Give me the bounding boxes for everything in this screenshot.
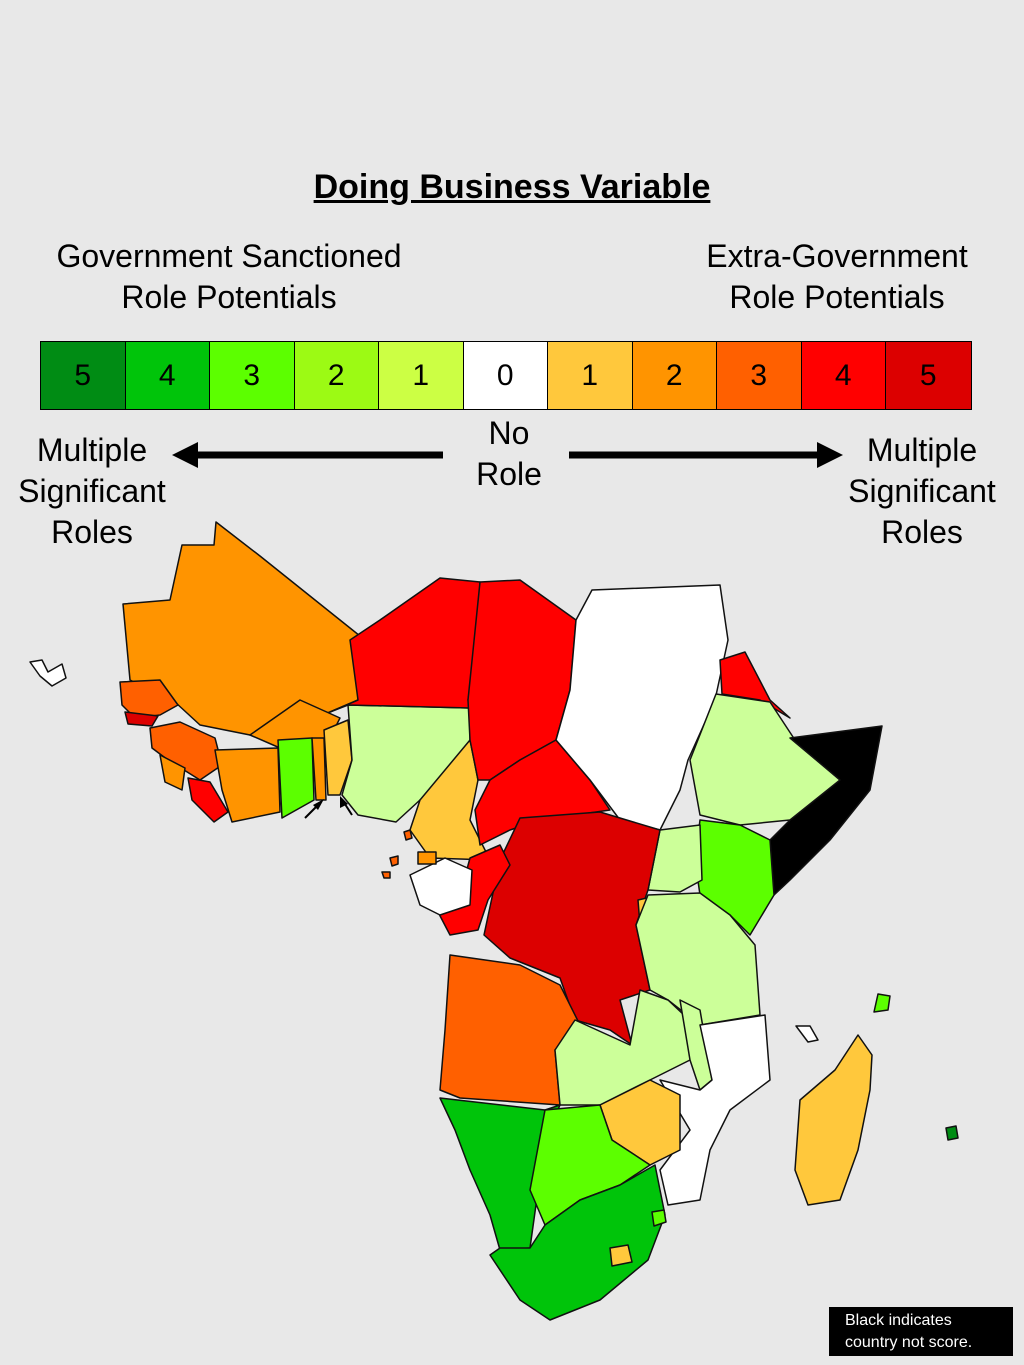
end-label-line: Significant <box>18 473 166 509</box>
region-cape-verde <box>29 659 67 687</box>
scale-cell: 3 <box>717 342 802 409</box>
end-label-line: Multiple <box>866 432 978 468</box>
right-arrow-icon <box>569 442 843 468</box>
region-island-1 <box>403 829 413 841</box>
scale-cell: 3 <box>210 342 295 409</box>
region-ghana <box>277 737 315 819</box>
region-togo <box>311 737 327 801</box>
scale-cell: 4 <box>125 342 210 409</box>
pointer-arrow-icon <box>340 796 353 816</box>
region-guinea <box>149 721 223 781</box>
heading-line: Extra-Government <box>706 238 968 274</box>
note-line: Black indicates <box>845 1312 952 1329</box>
heading-line: Role Potentials <box>729 279 945 315</box>
map-title: Doing Business Variable <box>313 168 711 206</box>
government-sanctioned-heading: Government Sanctioned Role Potentials <box>19 236 439 318</box>
end-label-line: Significant <box>848 473 996 509</box>
region-mauritius <box>945 1125 959 1141</box>
region-island-2 <box>389 855 399 867</box>
left-end-label: Multiple Significant Roles <box>2 430 182 553</box>
region-somalia <box>769 725 883 896</box>
region-benin <box>323 719 353 796</box>
end-label-line: Roles <box>51 514 133 550</box>
region-liberia <box>187 777 229 823</box>
region-island-3 <box>381 871 391 879</box>
right-end-label: Multiple Significant Roles <box>832 430 1012 553</box>
region-swaziland <box>651 1209 667 1227</box>
region-gambia <box>124 711 159 727</box>
region-seychelles <box>795 1025 819 1043</box>
scale-cell: 5 <box>41 342 126 409</box>
scale-cell: 1 <box>379 342 464 409</box>
extra-government-heading: Extra-Government Role Potentials <box>627 236 1024 318</box>
region-gabon <box>409 857 473 916</box>
region-ivory-coast <box>214 747 281 823</box>
region-eritrea <box>719 651 791 719</box>
region-senegal <box>119 679 179 719</box>
region-comoros <box>873 993 891 1013</box>
region-sierra-leone <box>159 754 186 791</box>
region-madagascar <box>794 1034 873 1206</box>
region-sudan <box>555 584 729 831</box>
color-scale-legend: 5 4 3 2 1 0 1 2 3 4 5 <box>40 341 972 410</box>
left-arrow-icon <box>172 442 443 468</box>
scale-cell: 1 <box>548 342 633 409</box>
region-mozambique <box>659 1014 771 1206</box>
no-role-line: No <box>488 415 530 451</box>
heading-line: Role Potentials <box>121 279 337 315</box>
end-label-line: Roles <box>881 514 963 550</box>
pointer-arrow-icon <box>304 799 324 819</box>
scale-cell: 5 <box>886 342 971 409</box>
not-scored-note: Black indicates country not score. <box>829 1307 1013 1356</box>
note-line: country not score. <box>845 1334 973 1351</box>
heading-line: Government Sanctioned <box>56 238 402 274</box>
scale-cell: 2 <box>632 342 717 409</box>
scale-cell: 2 <box>294 342 379 409</box>
scale-cell: 4 <box>801 342 886 409</box>
scale-cell: 0 <box>463 342 548 409</box>
no-role-line: Role <box>476 456 542 492</box>
no-role-label: No Role <box>459 413 559 495</box>
end-label-line: Multiple <box>36 432 148 468</box>
region-equatorial-guinea <box>417 851 437 865</box>
region-lesotho <box>609 1244 633 1267</box>
